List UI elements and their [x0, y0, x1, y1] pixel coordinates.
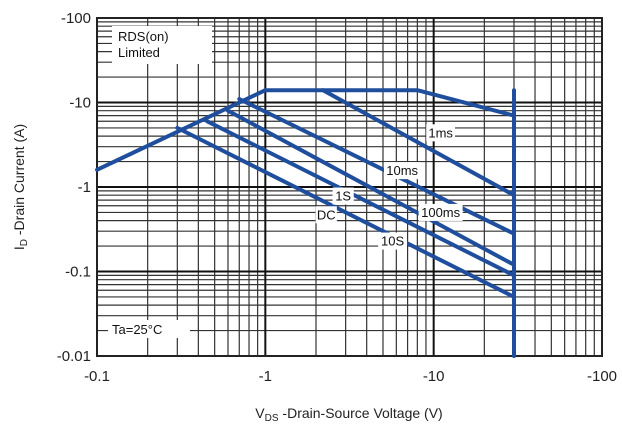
- series-line-1s: [226, 108, 516, 267]
- series-label: 100ms: [421, 205, 461, 220]
- x-tick-labels: -0.1 -1 -10 -100: [84, 368, 617, 385]
- x-axis-title-rest: -Drain-Source Voltage (V): [279, 405, 443, 421]
- series-label-bg: [383, 162, 421, 180]
- x-axis-title-main: V: [255, 405, 265, 421]
- series-line-100ms: [237, 97, 516, 236]
- y-axis-title-rest: -Drain Current (A): [11, 124, 27, 239]
- series-label-bg: [332, 187, 354, 205]
- y-axis-title: ID -Drain Current (A): [11, 124, 30, 250]
- rds-annotation-line2: Limited: [118, 45, 160, 60]
- series-line-10ms: [321, 88, 516, 198]
- series-label: 1ms: [428, 125, 453, 140]
- chart-grid: [97, 18, 602, 356]
- y-tick-label: -0.01: [57, 348, 91, 365]
- y-tick-labels: -100 -10 -1 -0.1 -0.01: [57, 10, 91, 365]
- series-label-bg: [418, 203, 463, 221]
- plot-frame: [96, 17, 603, 357]
- x-tick-label: -10: [423, 368, 445, 385]
- y-tick-label: -10: [69, 95, 91, 112]
- y-axis-title-main: I: [11, 246, 27, 250]
- x-axis-title: VDS -Drain-Source Voltage (V): [255, 405, 442, 424]
- y-tick-label: -0.1: [65, 264, 91, 281]
- series-line-10s: [205, 119, 516, 278]
- x-tick-label: -0.1: [84, 368, 110, 385]
- x-tick-label: -1: [259, 368, 272, 385]
- temp-annotation-box: [108, 320, 190, 338]
- series-label-bg: [315, 206, 337, 224]
- series-label: 1S: [335, 189, 351, 204]
- series-label-bg: [426, 124, 456, 142]
- series-label: DC: [317, 207, 336, 222]
- y-tick-label: -1: [78, 179, 91, 196]
- series-layer: [95, 88, 516, 358]
- rds-annotation-line1: RDS(on): [118, 29, 169, 44]
- x-tick-label: -100: [587, 368, 617, 385]
- y-axis-title-sub: D: [19, 239, 30, 246]
- rds-annotation-box: [112, 26, 212, 64]
- series-label: 10ms: [386, 163, 418, 178]
- y-tick-label: -100: [61, 10, 91, 27]
- series-line-dc: [175, 125, 516, 299]
- series-labels: 1ms 10ms 100ms 1S 10S DC: [315, 124, 463, 250]
- series-label: 10S: [381, 234, 404, 249]
- series-label-bg: [378, 232, 407, 250]
- x-axis-title-sub: DS: [265, 413, 279, 424]
- temp-annotation: Ta=25°C: [112, 322, 162, 337]
